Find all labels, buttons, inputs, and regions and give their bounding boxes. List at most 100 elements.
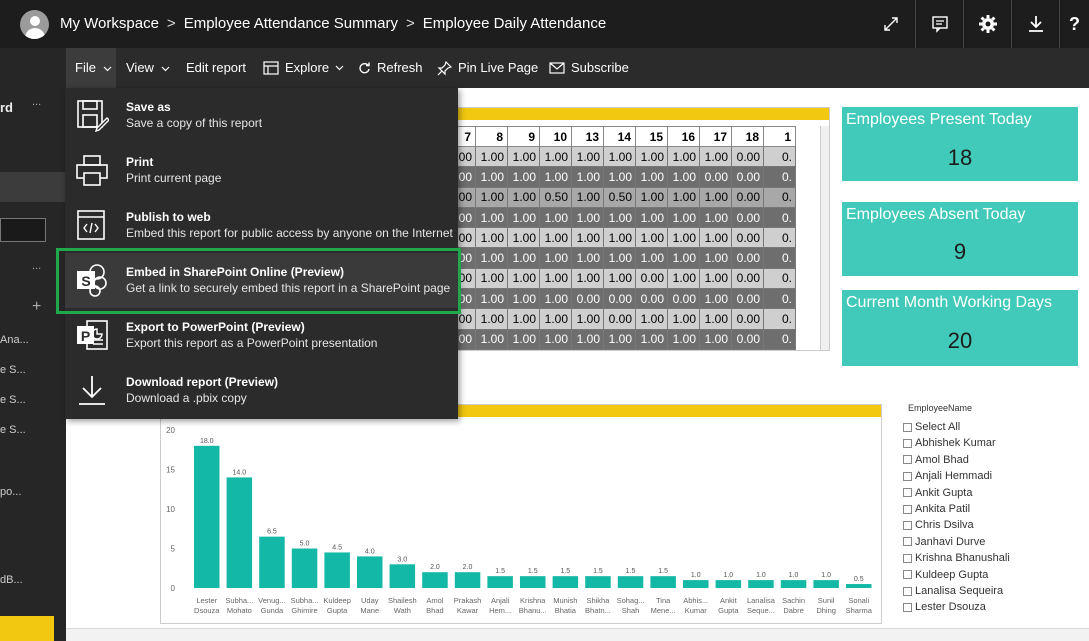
nav-item-report[interactable]: po...	[0, 486, 22, 498]
comments-icon[interactable]	[915, 0, 963, 48]
bar[interactable]	[259, 536, 285, 588]
save-as-item[interactable]: Save as Save a copy of this report	[65, 88, 458, 143]
bar[interactable]	[487, 576, 513, 588]
matrix-column-header[interactable]: 14	[603, 126, 636, 147]
matrix-cell: 1.00	[507, 186, 540, 208]
slicer-item[interactable]: Amol Bhad	[903, 454, 969, 466]
embed-sharepoint-item[interactable]: S Embed in SharePoint Online (Preview) G…	[65, 253, 458, 308]
breadcrumb-dashboard[interactable]: Employee Attendance Summary	[183, 15, 398, 32]
bar[interactable]	[422, 572, 448, 588]
slicer-item[interactable]: Select All	[903, 421, 960, 433]
checkbox[interactable]	[903, 553, 912, 563]
matrix-column-header[interactable]: 17	[699, 126, 732, 147]
slicer-item[interactable]: Abhishek Kumar	[903, 437, 996, 449]
help-icon[interactable]: ?	[1059, 0, 1089, 48]
checkbox[interactable]	[903, 570, 912, 580]
file-menu-button[interactable]: File	[66, 48, 116, 88]
breadcrumb-report[interactable]: Employee Daily Attendance	[422, 15, 607, 32]
bar[interactable]	[454, 572, 481, 588]
bar[interactable]	[324, 552, 350, 588]
bar[interactable]	[683, 580, 709, 588]
bar[interactable]	[194, 445, 220, 588]
bar[interactable]	[552, 576, 579, 588]
export-powerpoint-item[interactable]: P Export to PowerPoint (Preview) Export …	[65, 308, 458, 363]
checkbox[interactable]	[903, 537, 912, 547]
attendance-matrix[interactable]: 6789101314151617181 001.001.001.001.001.…	[410, 107, 830, 351]
view-menu-button[interactable]: View	[126, 48, 170, 88]
bar[interactable]	[650, 576, 676, 588]
refresh-button[interactable]: Refresh	[358, 48, 423, 88]
checkbox[interactable]	[903, 488, 912, 498]
matrix-column-header[interactable]: 9	[507, 126, 540, 147]
bar[interactable]	[780, 580, 807, 588]
checkbox[interactable]	[903, 438, 912, 448]
slicer-item[interactable]: Krishna Bhanushali	[903, 552, 1010, 564]
nav-selected-item[interactable]	[0, 172, 66, 202]
breadcrumb-workspace[interactable]: My Workspace	[60, 15, 159, 32]
bar[interactable]	[226, 477, 253, 588]
bar-chart-visual[interactable]: 0 5 10 15 20 18.0 Lester Dsouza 14.0 Subha... Moha…	[160, 404, 882, 624]
nav-item-dataset[interactable]: dB...	[0, 574, 23, 586]
slicer-item[interactable]: Janhavi Durve	[903, 536, 985, 548]
page-tabs-bar[interactable]	[66, 628, 1089, 641]
more-icon[interactable]: ...	[32, 260, 42, 272]
bar[interactable]	[748, 580, 774, 588]
fullscreen-icon[interactable]	[867, 0, 915, 48]
explore-menu-button[interactable]: Explore	[263, 48, 344, 88]
matrix-column-header[interactable]: 10	[539, 126, 572, 147]
slicer-item[interactable]: Anjali Hemmadi	[903, 470, 992, 482]
bar[interactable]	[357, 556, 383, 588]
bar[interactable]	[389, 564, 416, 588]
x-tick-label: Bhatia	[555, 606, 577, 615]
print-item[interactable]: Print Print current page	[65, 143, 458, 198]
matrix-column-header[interactable]: 16	[667, 126, 700, 147]
nav-item-report[interactable]: e S...	[0, 424, 26, 436]
checkbox[interactable]	[903, 520, 912, 530]
matrix-column-header[interactable]: 1	[763, 126, 796, 147]
bar[interactable]	[617, 576, 644, 588]
gear-icon[interactable]	[963, 0, 1011, 48]
checkbox[interactable]	[903, 422, 912, 432]
nav-item-report[interactable]: e S...	[0, 364, 26, 376]
bar[interactable]	[291, 548, 318, 589]
checkbox[interactable]	[903, 504, 912, 514]
matrix-column-header[interactable]: 18	[731, 126, 764, 147]
matrix-column-header[interactable]: 15	[635, 126, 668, 147]
slicer-item[interactable]: Chris Dsilva	[903, 519, 974, 531]
slicer-item[interactable]: Ankita Patil	[903, 503, 970, 515]
user-avatar[interactable]	[20, 10, 49, 39]
download-icon[interactable]	[1011, 0, 1059, 48]
add-icon[interactable]: +	[32, 298, 42, 315]
matrix-column-header[interactable]: 8	[475, 126, 508, 147]
checkbox[interactable]	[903, 471, 912, 481]
bar[interactable]	[813, 580, 839, 588]
edit-report-button[interactable]: Edit report	[186, 60, 246, 75]
nav-item-report[interactable]: e S...	[0, 394, 26, 406]
checkbox[interactable]	[903, 586, 912, 596]
matrix-column-header[interactable]: 13	[571, 126, 604, 147]
matrix-cell: 1.00	[667, 227, 700, 249]
nav-item-dashboard[interactable]: rd	[0, 100, 13, 115]
subscribe-button[interactable]: Subscribe	[549, 48, 629, 88]
x-tick-label: Sharma	[846, 606, 873, 615]
bar[interactable]	[585, 576, 611, 588]
more-icon[interactable]: ...	[32, 96, 42, 108]
nav-search-input[interactable]	[0, 218, 46, 242]
checkbox[interactable]	[903, 455, 912, 465]
publish-to-web-item[interactable]: Publish to web Embed this report for pub…	[65, 198, 458, 253]
slicer-item[interactable]: Kuldeep Gupta	[903, 569, 988, 581]
get-data-button[interactable]	[0, 616, 54, 641]
slicer-item[interactable]: Lester Dsouza	[903, 601, 986, 613]
bar[interactable]	[520, 576, 546, 588]
download-report-item[interactable]: Download report (Preview) Download a .pb…	[65, 363, 458, 418]
x-tick-label: Prakash	[454, 596, 482, 605]
slicer-item[interactable]: Ankit Gupta	[903, 487, 972, 499]
slicer-item[interactable]: Lanalisa Sequeira	[903, 585, 1003, 597]
pin-live-page-button[interactable]: Pin Live Page	[437, 48, 538, 88]
view-menu-label: View	[126, 60, 154, 75]
bar[interactable]	[715, 580, 742, 588]
matrix-scrollbar[interactable]	[820, 126, 829, 350]
checkbox[interactable]	[903, 602, 912, 612]
bar[interactable]	[846, 584, 872, 588]
nav-item-report[interactable]: Ana...	[0, 334, 29, 346]
